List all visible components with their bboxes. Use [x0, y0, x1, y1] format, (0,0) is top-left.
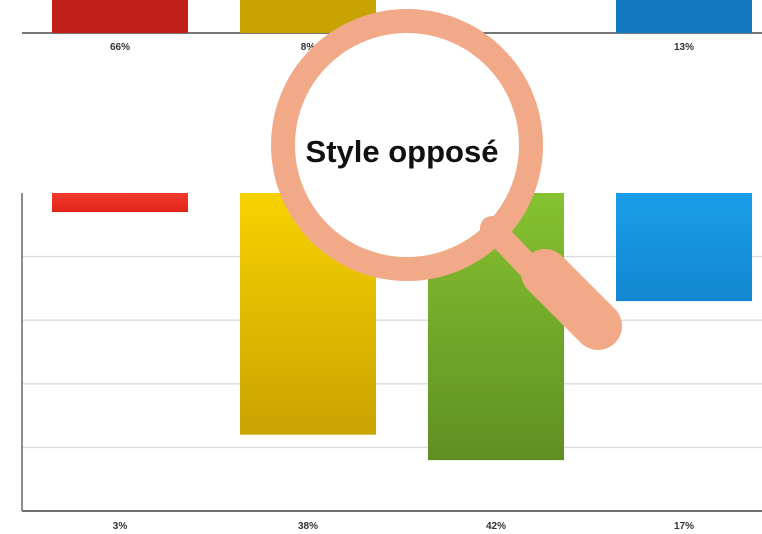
magnifier-handle-stem	[480, 216, 542, 280]
bottom-bar-1	[52, 193, 188, 213]
top-bar-series	[52, 0, 752, 33]
magnifier-handle-grip	[521, 249, 622, 350]
top-bar-labels: 66% 8% 13%	[110, 42, 694, 53]
magnifier-glass	[271, 9, 543, 281]
bottom-bar-4	[616, 193, 752, 302]
bottom-bar-labels: 3% 38% 42% 17%	[113, 521, 694, 532]
top-bar-1	[52, 0, 188, 33]
bottom-bar-label-3: 42%	[486, 521, 506, 532]
top-bar-label-2: 8%	[301, 42, 316, 53]
bottom-bar-label-2: 38%	[298, 521, 318, 532]
chart-title: Style opposé	[306, 134, 499, 169]
magnifier-icon	[271, 9, 622, 350]
top-bar-label-1: 66%	[110, 42, 130, 53]
top-bar-chart: 66% 8% 13%	[22, 0, 762, 53]
top-bar-label-4: 13%	[674, 42, 694, 53]
bottom-bar-label-4: 17%	[674, 521, 694, 532]
bottom-bar-label-1: 3%	[113, 521, 128, 532]
top-bar-4	[616, 0, 752, 33]
